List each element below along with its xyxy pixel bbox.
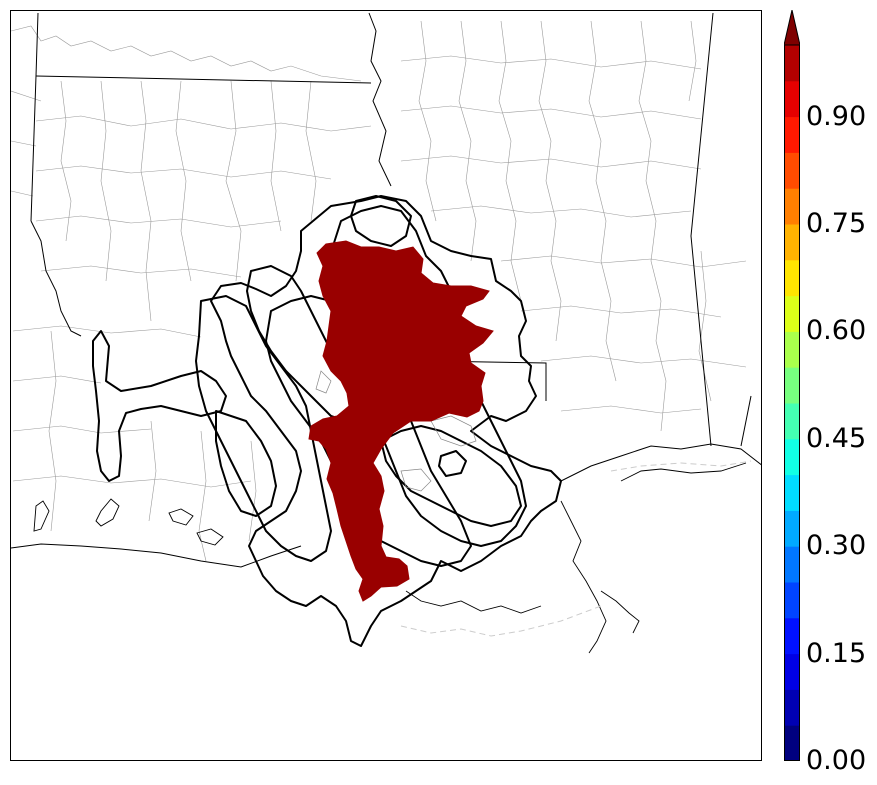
colorbar-segment (784, 295, 800, 332)
colorbar-segment (784, 224, 800, 261)
colorbar-segment (784, 546, 800, 583)
map-panel (10, 10, 762, 761)
county-boundaries (11, 20, 747, 562)
colorbar-outline (784, 44, 800, 761)
colorbar-segment (784, 116, 800, 153)
colorbar (784, 10, 800, 761)
colorbar-segment (784, 80, 800, 118)
colorbar-segment (784, 510, 800, 547)
colorbar-segment (784, 438, 800, 476)
colorbar-segment (784, 474, 800, 511)
colorbar-segment (784, 725, 800, 761)
inner-detail (315, 370, 477, 492)
colorbar-segment (784, 617, 800, 655)
colorbar-tick-2: 0.30 (806, 530, 867, 562)
colorbar-segment (784, 403, 800, 440)
colorbar-extend-triangle (784, 10, 800, 46)
colorbar-segment (784, 45, 800, 82)
colorbar-segment (784, 188, 800, 225)
marsh-outline (400, 460, 752, 637)
colorbar-segment (784, 152, 800, 189)
colorbar-segment (784, 582, 800, 619)
colorbar-segment (784, 259, 800, 297)
colorbar-tick-3: 0.45 (806, 422, 867, 454)
map-svg (11, 12, 761, 654)
colorbar-tick-6: 0.90 (806, 100, 867, 132)
colorbar-tick-5: 0.75 (806, 208, 867, 239)
colorbar-segment (784, 689, 800, 726)
colorbar-segment (784, 653, 800, 690)
probability-fill-region (308, 240, 494, 602)
colorbar-segment (784, 367, 800, 404)
coastline (33, 462, 747, 654)
state-boundaries (11, 12, 761, 568)
colorbar-tick-0: 0.00 (806, 745, 867, 776)
colorbar-segment (784, 331, 800, 368)
colorbar-tick-4: 0.60 (806, 315, 867, 347)
ensemble-contours (92, 195, 562, 647)
colorbar-tick-1: 0.15 (806, 637, 867, 669)
